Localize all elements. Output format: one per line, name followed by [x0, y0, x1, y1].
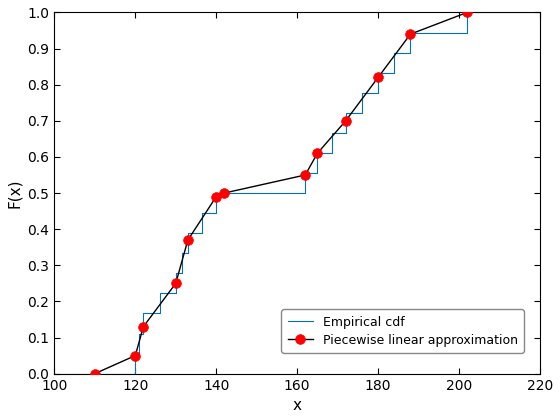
- Empirical cdf: [314, 150, 321, 155]
- Empirical cdf: [391, 50, 398, 55]
- Empirical cdf: [407, 30, 414, 35]
- Empirical cdf: [185, 231, 192, 236]
- Piecewise linear approximation: [140, 324, 147, 329]
- Empirical cdf: [136, 331, 143, 336]
- Empirical cdf: [51, 371, 58, 376]
- Empirical cdf: [172, 271, 179, 276]
- Legend: Empirical cdf, Piecewise linear approximation: Empirical cdf, Piecewise linear approxim…: [282, 310, 524, 353]
- Piecewise linear approximation: [132, 353, 139, 358]
- Piecewise linear approximation: [213, 194, 220, 199]
- Empirical cdf: [213, 191, 220, 196]
- Piecewise linear approximation: [172, 281, 179, 286]
- Empirical cdf: [179, 251, 185, 256]
- X-axis label: x: x: [293, 398, 302, 413]
- Empirical cdf: [302, 171, 309, 176]
- Piecewise linear approximation: [464, 10, 470, 15]
- Piecewise linear approximation: [375, 75, 381, 80]
- Piecewise linear approximation: [221, 191, 228, 196]
- Empirical cdf: [464, 10, 470, 15]
- Piecewise linear approximation: [302, 173, 309, 178]
- Line: Empirical cdf: Empirical cdf: [54, 13, 540, 374]
- Empirical cdf: [328, 130, 335, 135]
- Empirical cdf: [536, 10, 543, 15]
- Empirical cdf: [199, 210, 206, 215]
- Empirical cdf: [342, 110, 349, 116]
- Line: Piecewise linear approximation: Piecewise linear approximation: [90, 8, 472, 378]
- Empirical cdf: [156, 291, 163, 296]
- Y-axis label: F(x): F(x): [7, 178, 22, 208]
- Empirical cdf: [132, 351, 139, 356]
- Empirical cdf: [358, 90, 365, 95]
- Empirical cdf: [140, 311, 147, 316]
- Empirical cdf: [375, 70, 381, 75]
- Piecewise linear approximation: [185, 237, 192, 242]
- Piecewise linear approximation: [407, 32, 414, 37]
- Piecewise linear approximation: [314, 151, 321, 156]
- Piecewise linear approximation: [342, 118, 349, 123]
- Piecewise linear approximation: [91, 371, 98, 376]
